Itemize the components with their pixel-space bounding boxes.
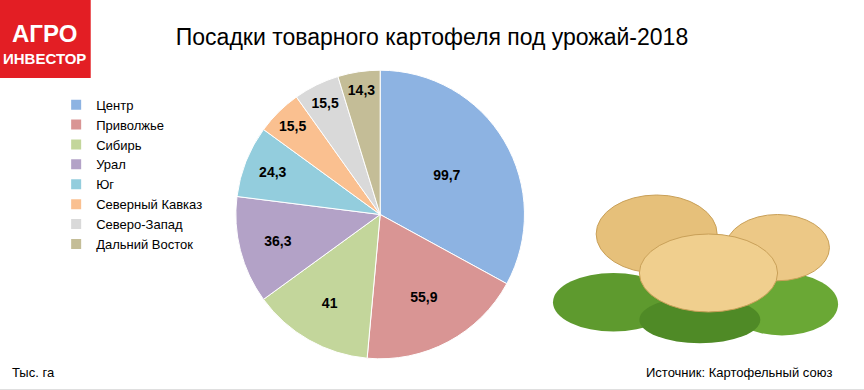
svg-text:14,3: 14,3 [348, 82, 375, 98]
svg-text:Юг: Юг [96, 177, 114, 192]
svg-text:Дальний Восток: Дальний Восток [96, 237, 193, 252]
svg-text:99,7: 99,7 [433, 167, 460, 183]
svg-text:15,5: 15,5 [311, 95, 338, 111]
svg-text:Тыс. га: Тыс. га [12, 365, 55, 380]
svg-text:Приволжье: Приволжье [96, 118, 164, 133]
svg-text:Центр: Центр [96, 98, 133, 113]
svg-text:ИНВЕСТОР: ИНВЕСТОР [3, 50, 86, 67]
svg-text:Посадки товарного картофеля по: Посадки товарного картофеля под урожай-2… [176, 24, 688, 50]
svg-text:Северо-Запад: Северо-Запад [96, 217, 183, 232]
svg-text:24,3: 24,3 [259, 164, 286, 180]
svg-text:Урал: Урал [96, 157, 126, 172]
svg-text:15,5: 15,5 [279, 118, 306, 134]
svg-text:Источник: Картофельный союз: Источник: Картофельный союз [646, 365, 832, 380]
svg-text:41: 41 [322, 295, 338, 311]
svg-text:55,9: 55,9 [410, 289, 437, 305]
svg-text:АГРО: АГРО [12, 20, 77, 47]
svg-text:Сибирь: Сибирь [96, 138, 142, 153]
svg-text:Северный Кавказ: Северный Кавказ [96, 197, 202, 212]
svg-text:36,3: 36,3 [264, 233, 291, 249]
